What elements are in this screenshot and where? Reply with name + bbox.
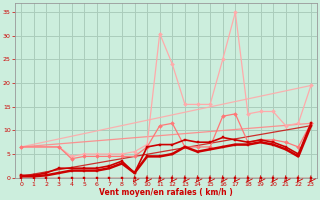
X-axis label: Vent moyen/en rafales ( km/h ): Vent moyen/en rafales ( km/h ) [99, 188, 233, 197]
